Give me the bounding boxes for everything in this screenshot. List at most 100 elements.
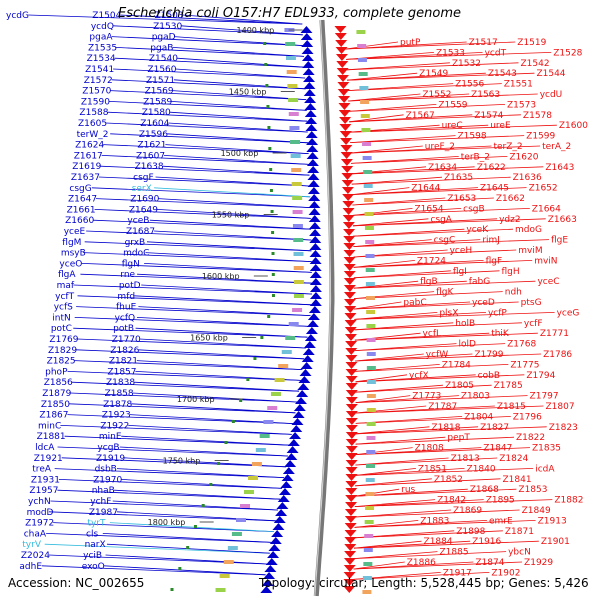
- feature-block: [288, 98, 299, 102]
- gene-label-right: Z1775: [510, 360, 539, 370]
- gene-connector-right: [355, 426, 430, 435]
- gene-connector-left: [155, 176, 310, 187]
- gene-label-left: tyrV: [22, 540, 42, 550]
- track-dot: [201, 504, 205, 507]
- gene-connector-right: [354, 530, 503, 539]
- gene-connector-right: [346, 62, 450, 71]
- track-dot: [271, 231, 275, 234]
- gene-label-right: Z1842: [437, 496, 466, 506]
- gene-connector-right: [352, 197, 446, 206]
- gene-connector-left: [107, 111, 308, 122]
- gene-label-right: Z1644: [411, 184, 440, 194]
- gene-label-right: Z1803: [461, 392, 490, 402]
- gene-label-right: Z1663: [548, 215, 577, 225]
- gene-label-right: Z1885: [439, 548, 468, 558]
- gene-label-right: Z1787: [428, 402, 457, 412]
- gene-connector-left: [111, 36, 304, 46]
- gene-label-right: Z1563: [471, 90, 500, 100]
- feature-block: [364, 198, 374, 202]
- gene-connector-right: [353, 291, 503, 299]
- gene-label-right: yceD: [472, 298, 495, 308]
- gene-label-left: Z1617: [74, 151, 103, 161]
- gene-connector-left: [121, 435, 290, 446]
- gene-connector-left: [44, 543, 270, 554]
- gene-label-left: Z1647: [68, 195, 97, 205]
- gene-label-right: Z1847: [483, 444, 512, 454]
- gene-label-right: Z1598: [458, 132, 487, 142]
- gene-connector-left: [105, 554, 268, 565]
- feature-block: [366, 464, 376, 468]
- gene-connector-left: [146, 241, 312, 252]
- reverse-gene-arrow: [344, 299, 357, 306]
- gene-label-right: Z1654: [415, 204, 444, 214]
- forward-gene-arrow: [276, 502, 289, 509]
- gene-connector-right: [353, 551, 507, 559]
- gene-label-left: Z1571: [146, 76, 175, 86]
- forward-gene-arrow: [292, 411, 305, 418]
- kbp-tick-label: 1500 kbp: [221, 149, 259, 158]
- gene-connector-right: [355, 353, 424, 362]
- feature-block: [290, 140, 301, 144]
- reverse-gene-arrow: [338, 103, 351, 110]
- gene-label-left: Z1769: [49, 335, 78, 345]
- gene-label-right: Z1815: [497, 402, 526, 412]
- gene-connector-left: [166, 133, 309, 144]
- gene-connector-left: [121, 479, 283, 489]
- gene-label-left: Z1530: [153, 22, 182, 32]
- gene-connector-right: [346, 62, 519, 71]
- feature-block: [285, 42, 296, 46]
- reverse-gene-arrow: [341, 187, 354, 194]
- gene-label-left: intN: [52, 313, 70, 323]
- reverse-gene-arrow: [345, 411, 358, 418]
- gene-connector-left: [54, 468, 285, 478]
- reverse-gene-arrow: [343, 243, 356, 250]
- gene-label-left: potB: [113, 324, 134, 334]
- feature-block: [231, 532, 242, 536]
- gene-connector-right: [353, 239, 481, 247]
- feature-block: [362, 142, 372, 146]
- feature-block: [366, 450, 376, 454]
- gene-connector-right: [355, 478, 501, 487]
- reverse-gene-arrow: [342, 208, 355, 215]
- feature-block: [363, 548, 373, 552]
- gene-connector-right: [347, 83, 502, 91]
- gene-label-right: Z1652: [529, 184, 558, 194]
- gene-connector-right: [355, 384, 492, 393]
- gene-connector-right: [345, 41, 516, 50]
- gene-label-left: Z1881: [37, 432, 66, 442]
- gene-connector-right: [351, 166, 544, 175]
- gene-connector-right: [355, 436, 515, 445]
- reverse-gene-arrow: [344, 327, 357, 334]
- forward-gene-arrow: [279, 488, 292, 495]
- gene-connector-left: [136, 360, 303, 370]
- forward-gene-arrow: [304, 110, 317, 117]
- reverse-gene-arrow: [344, 509, 357, 516]
- gene-label-left: Z1661: [67, 205, 96, 215]
- gene-label-right: Z1808: [415, 444, 444, 454]
- gene-label-left: modD: [27, 508, 54, 518]
- gene-label-right: Z1599: [526, 132, 555, 142]
- track-dot: [260, 336, 264, 339]
- track-dot: [269, 189, 273, 192]
- gene-label-right: Z1543: [488, 69, 517, 79]
- gene-label-right: Z1805: [445, 381, 474, 391]
- gene-connector-right: [354, 332, 538, 341]
- gene-connector-left: [141, 284, 312, 295]
- gene-connector-left: [46, 533, 272, 543]
- feature-block: [366, 352, 376, 356]
- reverse-gene-arrow: [336, 68, 349, 75]
- reverse-gene-arrow: [344, 530, 357, 537]
- reverse-gene-arrow: [337, 82, 350, 89]
- feature-block: [356, 30, 366, 34]
- gene-connector-left: [81, 263, 312, 273]
- feature-block: [247, 476, 258, 480]
- reverse-gene-arrow: [345, 502, 358, 509]
- gene-label-left: minE: [99, 432, 122, 442]
- gene-connector-right: [355, 353, 473, 362]
- kbp-tick-label: 1650 kbp: [190, 334, 228, 343]
- gene-label-right: icdA: [535, 464, 555, 474]
- forward-gene-arrow: [293, 404, 306, 411]
- reverse-gene-arrow: [340, 152, 353, 159]
- gene-label-right: flgI: [453, 267, 467, 277]
- feature-block: [362, 590, 372, 594]
